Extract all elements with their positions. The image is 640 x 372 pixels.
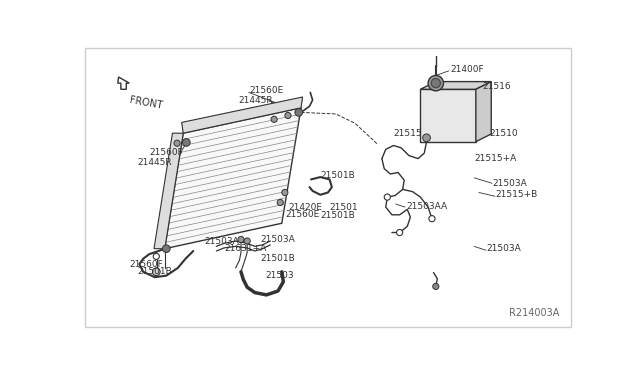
Text: 21501B: 21501B [320,211,355,220]
Text: 21560E: 21560E [250,86,284,95]
Circle shape [174,140,180,146]
Circle shape [384,194,390,200]
Text: 21515+A: 21515+A [474,154,516,163]
Polygon shape [420,81,492,89]
Text: 21515: 21515 [394,129,422,138]
Text: 21503A: 21503A [493,179,527,188]
Circle shape [271,116,277,122]
Text: 21501: 21501 [330,203,358,212]
Circle shape [433,283,439,289]
Polygon shape [476,81,492,142]
Polygon shape [118,77,129,89]
Circle shape [152,268,160,276]
Circle shape [295,109,303,116]
Text: 21631+A: 21631+A [224,244,266,253]
Polygon shape [154,133,183,249]
Text: 21503A: 21503A [260,235,295,244]
Circle shape [153,253,159,260]
Text: 21503A: 21503A [486,244,522,253]
Text: 21400F: 21400F [451,65,484,74]
Circle shape [182,139,190,146]
Text: 21515+B: 21515+B [495,190,538,199]
Text: 21560F: 21560F [129,260,163,269]
Text: R214003A: R214003A [509,308,559,318]
Circle shape [429,216,435,222]
Circle shape [422,134,431,142]
Text: 21445R: 21445R [239,96,273,105]
Text: 21503: 21503 [265,271,294,280]
Text: 21501B: 21501B [137,267,172,276]
Text: 21420E: 21420E [288,203,322,212]
Text: 21503AA: 21503AA [406,202,447,211]
Polygon shape [420,89,476,142]
Text: 21516: 21516 [482,83,511,92]
Text: 21560F: 21560F [149,148,183,157]
Text: 21501B: 21501B [320,171,355,180]
Text: 21560E: 21560E [285,209,319,218]
Text: 21503A: 21503A [205,237,239,246]
Text: 21445R: 21445R [138,158,172,167]
Circle shape [238,236,244,243]
Circle shape [431,78,440,88]
Circle shape [428,76,444,91]
Circle shape [163,245,170,253]
Text: 21501B: 21501B [260,254,295,263]
Text: FRONT: FRONT [129,96,163,111]
Polygon shape [182,97,303,133]
Circle shape [244,238,250,244]
Polygon shape [164,108,301,249]
Circle shape [397,230,403,235]
Circle shape [282,189,288,196]
Text: 21510: 21510 [490,129,518,138]
Circle shape [285,112,291,119]
Circle shape [277,199,284,206]
